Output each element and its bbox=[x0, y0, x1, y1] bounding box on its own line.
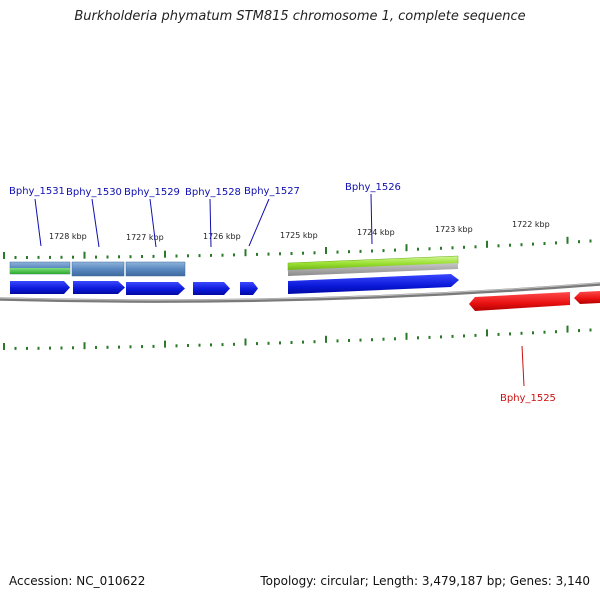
reverse-strand-genes bbox=[469, 291, 600, 311]
kbp-label-1724: 1724 kbp bbox=[357, 228, 395, 237]
gene-label-bphy-1527[interactable]: Bphy_1527 bbox=[244, 186, 300, 197]
leader-line bbox=[149, 198, 157, 248]
gene-labels: Bphy_1531 Bphy_1530 Bphy_1529 Bphy_1528 … bbox=[9, 182, 556, 404]
gene-arrow-bphy-1529[interactable] bbox=[126, 282, 185, 295]
gene-arrow-bphy-1530[interactable] bbox=[73, 281, 125, 294]
outer-tick-row bbox=[3, 236, 592, 259]
gene-label-bphy-1531[interactable]: Bphy_1531 bbox=[9, 186, 65, 197]
gene-label-bphy-1526[interactable]: Bphy_1526 bbox=[345, 182, 401, 193]
gene-arrow-bphy-1527[interactable] bbox=[240, 282, 258, 295]
kbp-label-1725: 1725 kbp bbox=[280, 231, 318, 240]
feature-track bbox=[9, 255, 459, 277]
accession-text: Accession: NC_010622 bbox=[9, 574, 146, 588]
kbp-scale-labels: 1728 kbp 1727 kbp 1726 kbp 1725 kbp 1724… bbox=[49, 220, 550, 242]
kbp-label-1728: 1728 kbp bbox=[49, 232, 87, 241]
kbp-label-1723: 1723 kbp bbox=[435, 225, 473, 234]
gene-arrow-bphy-1528[interactable] bbox=[193, 282, 230, 295]
feature-block[interactable] bbox=[71, 261, 125, 277]
gene-arrow-bphy-1526[interactable] bbox=[288, 274, 459, 294]
feature-block[interactable] bbox=[288, 263, 458, 276]
gene-label-bphy-1525[interactable]: Bphy_1525 bbox=[500, 393, 556, 404]
leader-line bbox=[370, 193, 373, 245]
forward-strand-genes bbox=[10, 274, 459, 295]
feature-block[interactable] bbox=[10, 268, 70, 274]
gene-arrow-reverse[interactable] bbox=[574, 291, 600, 304]
inner-tick-row bbox=[3, 325, 592, 350]
gene-arrow-bphy-1531[interactable] bbox=[10, 281, 70, 294]
leader-line bbox=[248, 198, 270, 247]
leader-line bbox=[34, 198, 42, 247]
leader-line bbox=[91, 198, 100, 248]
map-title: Burkholderia phymatum STM815 chromosome … bbox=[74, 9, 526, 24]
gene-label-bphy-1528[interactable]: Bphy_1528 bbox=[185, 187, 241, 198]
feature-block[interactable] bbox=[125, 261, 186, 277]
gene-arrow-bphy-1525[interactable] bbox=[469, 292, 570, 311]
kbp-label-1727: 1727 kbp bbox=[126, 233, 164, 242]
backbone-arc bbox=[0, 282, 600, 303]
gene-label-leaders bbox=[34, 193, 525, 387]
gene-label-bphy-1529[interactable]: Bphy_1529 bbox=[124, 187, 180, 198]
genome-summary-text: Topology: circular; Length: 3,479,187 bp… bbox=[260, 574, 590, 588]
leader-line bbox=[521, 345, 525, 387]
gene-label-bphy-1530[interactable]: Bphy_1530 bbox=[66, 187, 122, 198]
leader-line bbox=[209, 198, 212, 248]
kbp-label-1726: 1726 kbp bbox=[203, 232, 241, 241]
kbp-label-1722: 1722 kbp bbox=[512, 220, 550, 229]
backbone-highlight bbox=[0, 282, 600, 301]
